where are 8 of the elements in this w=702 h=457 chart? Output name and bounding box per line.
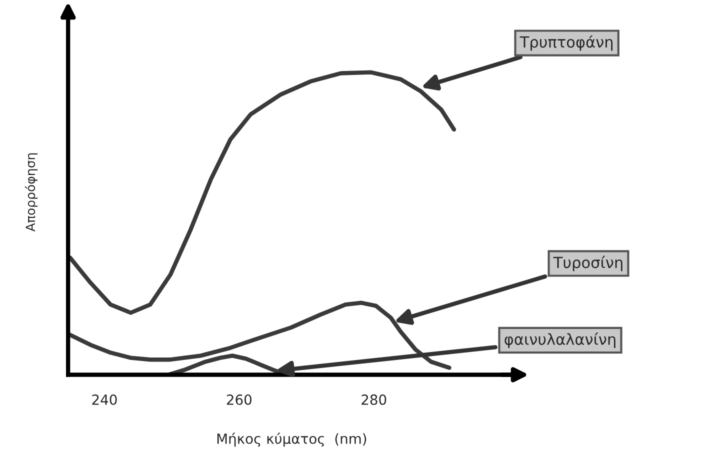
annotation: φαινυλαλανίνη [504,332,616,348]
x-tick-label: 240 [92,394,117,405]
x-tick-label: 280 [362,394,386,405]
x-axis-title: Μήκος κύματος (nm) [217,432,366,447]
x-tick-label: 260 [226,394,252,405]
annotation: Τυροσίνη [553,256,622,272]
annotation: Τρυπτοφάνη [520,35,613,51]
y-axis-title: Απορρόφηση [24,153,38,232]
